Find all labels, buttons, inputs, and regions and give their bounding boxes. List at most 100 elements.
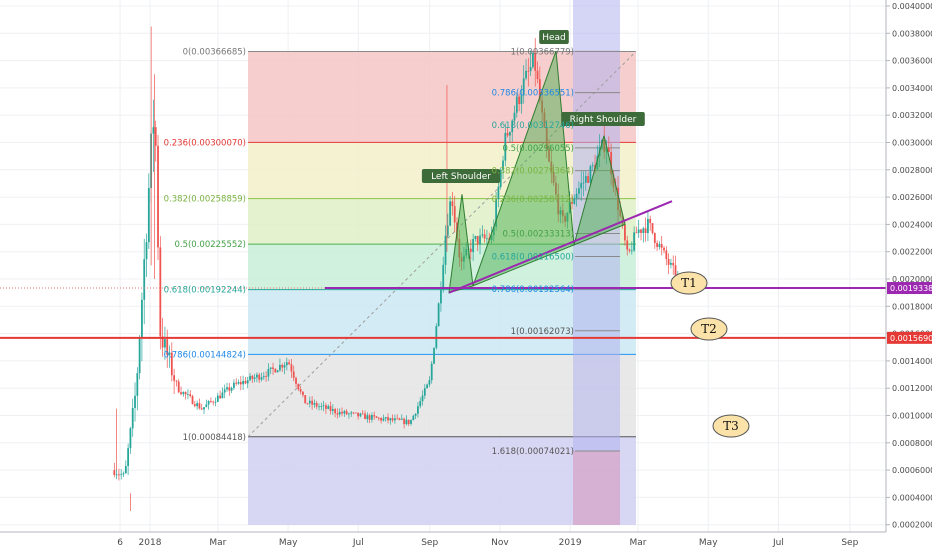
candle-body [203,407,205,410]
candle-body [244,380,247,384]
candle-body [348,413,350,415]
neckline [448,200,673,294]
candle-body [161,336,164,348]
candle-body [584,176,587,183]
candle-body [159,247,162,337]
x-tick-label: May [279,538,298,548]
target-1-label: T1 [681,276,697,290]
candle-body [437,303,440,327]
candle-body [115,474,118,476]
candle-body [536,70,539,80]
candle-body [428,380,431,385]
candle-body [364,413,366,420]
candle-body [451,201,454,207]
candle-body [649,218,652,224]
candle-body [302,391,304,396]
candle-body [522,78,525,96]
candle-body [251,375,254,379]
fib-large-label: 0.236(0.00300070) [164,138,246,148]
candle-body [279,364,281,371]
candle-body [674,265,677,279]
candle-body [249,375,251,381]
price-badge-label: 0.00193387 [890,284,932,293]
candle-body [476,236,479,245]
candle-body [495,198,498,227]
x-tick-label: May [699,538,718,548]
candle-body [525,70,527,79]
y-tick-label: 0.00280000 [892,166,932,175]
candle-body [173,375,176,381]
candle-body [633,232,636,251]
candle-body [239,382,242,385]
candle-body [667,259,670,265]
candle-body [233,382,235,388]
candle-body [396,418,399,420]
candle-body [610,151,613,175]
candle-body [389,418,392,421]
candle-body [235,382,238,384]
fib-trend-line [247,51,637,438]
candle-body [221,392,224,399]
candle-body [624,224,626,241]
left-shoulder-label-bg [421,169,501,183]
candle-body [582,182,585,184]
candle-body [311,400,314,405]
right-shoulder-label: Right Shoulder [570,115,637,125]
candle-body [499,169,502,187]
candle-body [628,249,631,251]
candle-body [520,95,523,105]
fib-small-label: 1(0.00366779) [511,47,574,57]
target-2-label: T2 [701,322,717,336]
fib-large-label: 0.786(0.00144824) [164,350,246,360]
candle-body [315,402,318,407]
candle-body [635,232,638,234]
candle-body [210,401,212,402]
candle-body [272,367,274,370]
candle-body [191,396,194,405]
x-axis-panel [0,532,886,550]
target-3-label: T3 [723,419,739,433]
candle-body [630,250,633,252]
candle-body [157,145,159,248]
fib-large-label: 0(0.00366685) [183,47,246,57]
target-3-marker [712,414,750,438]
candle-body [472,238,475,253]
candle-body [341,411,343,414]
candle-body [246,380,249,384]
right-shoulder-label-bg [561,112,645,126]
price-badge-label: 0.00156903 [890,334,932,343]
candle-body [410,420,412,424]
candle-body [338,411,341,415]
candle-body [175,380,178,382]
fib-large-label: 1(0.00084418) [183,433,246,443]
y-tick-label: 0.00180000 [892,302,932,311]
candle-body [513,112,516,121]
candle-body [228,387,231,391]
y-tick-label: 0.00140000 [892,357,932,366]
candle-body [299,389,302,392]
candle-body [131,407,134,429]
candle-body [288,362,291,365]
candle-body [644,228,647,234]
price-badge-bg [887,282,932,295]
fib-small-label: 0.786(0.00192564) [492,285,574,295]
candle-body [118,474,120,476]
candle-body [417,406,419,414]
candle-body [440,289,442,304]
candle-body [354,412,357,414]
fib-zone-extension [248,436,636,525]
candle-body [382,418,385,421]
x-tick-label: 2019 [559,538,582,548]
candle-body [394,418,396,421]
candle-body [145,242,148,260]
candle-body [474,236,477,239]
x-tick-label: Sep [841,538,858,548]
candle-body [591,165,594,167]
candle-body [170,352,173,376]
candle-body [124,466,127,474]
head-label: Head [542,33,566,43]
candle-body [274,369,277,373]
left-shoulder-label: Left Shoulder [431,172,491,182]
